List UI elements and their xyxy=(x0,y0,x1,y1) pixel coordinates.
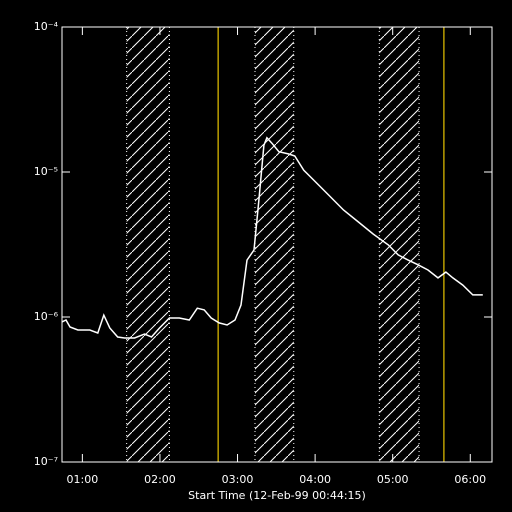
x-tick-label: 03:00 xyxy=(222,473,254,486)
hatched-interval xyxy=(379,27,420,462)
x-tick-label: 05:00 xyxy=(377,473,409,486)
hatched-interval xyxy=(254,27,294,462)
x-tick-label: 02:00 xyxy=(144,473,176,486)
flux-line xyxy=(61,136,483,339)
x-tick-label: 06:00 xyxy=(454,473,486,486)
y-tick-label: 10⁻⁵ xyxy=(34,165,58,178)
x-axis-label: Start Time (12-Feb-99 00:44:15) xyxy=(188,489,366,502)
y-tick-label: 10⁻⁴ xyxy=(34,20,59,33)
x-tick-label: 04:00 xyxy=(299,473,331,486)
hatched-interval xyxy=(126,27,170,462)
y-tick-label: 10⁻⁷ xyxy=(34,455,58,468)
x-tick-label: 01:00 xyxy=(67,473,99,486)
y-tick-label: 10⁻⁶ xyxy=(34,310,59,323)
plot-frame xyxy=(61,26,493,463)
